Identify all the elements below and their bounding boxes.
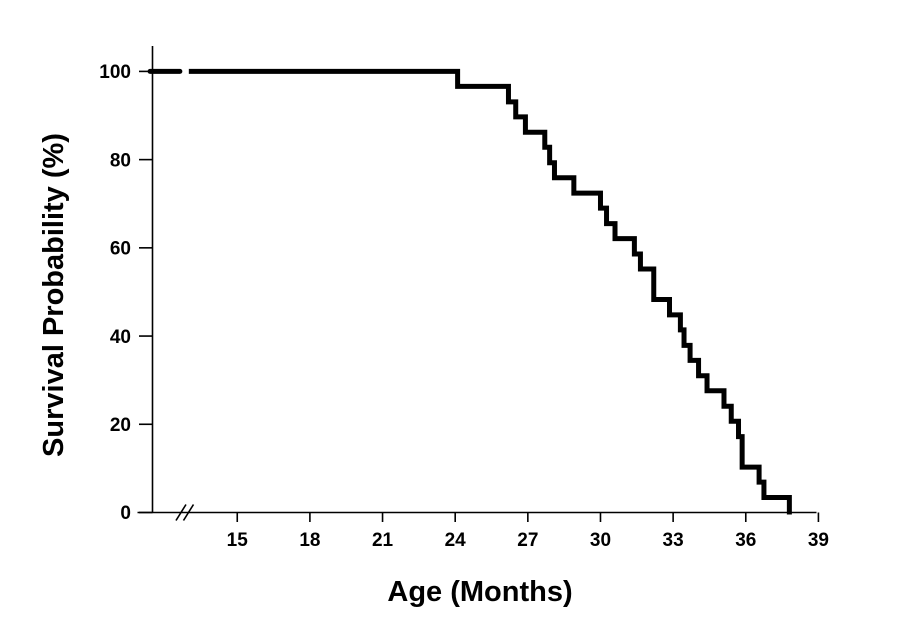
x-tick-label-27: 27 — [517, 530, 538, 551]
axis-break-slash-1 — [175, 504, 187, 521]
x-tick-label-36: 36 — [735, 530, 756, 551]
x-tick-label-24: 24 — [445, 530, 467, 551]
x-tick-label-30: 30 — [590, 530, 611, 551]
y-tick-label-100: 100 — [99, 62, 131, 83]
y-tick-label-40: 40 — [110, 327, 131, 348]
x-tick-label-21: 21 — [372, 530, 394, 551]
chart-generated-layer: 15 18 21 24 27 30 33 36 39 0 20 40 60 80 100 — [99, 46, 829, 551]
x-tick-label-18: 18 — [299, 530, 320, 551]
y-tick-label-0: 0 — [120, 503, 131, 524]
axis-break-slash-2 — [182, 504, 195, 521]
x-axis-title: Age (Months) — [387, 576, 572, 608]
y-tick-label-80: 80 — [110, 150, 131, 171]
x-tick-label-39: 39 — [808, 530, 829, 551]
x-tick-label-33: 33 — [663, 530, 684, 551]
y-axis-title: Survival Probability (%) — [38, 133, 70, 457]
x-tick-label-15: 15 — [227, 530, 249, 551]
y-tick-label-20: 20 — [110, 415, 131, 436]
y-tick-label-60: 60 — [110, 239, 131, 260]
survival-curve — [188, 68, 792, 515]
